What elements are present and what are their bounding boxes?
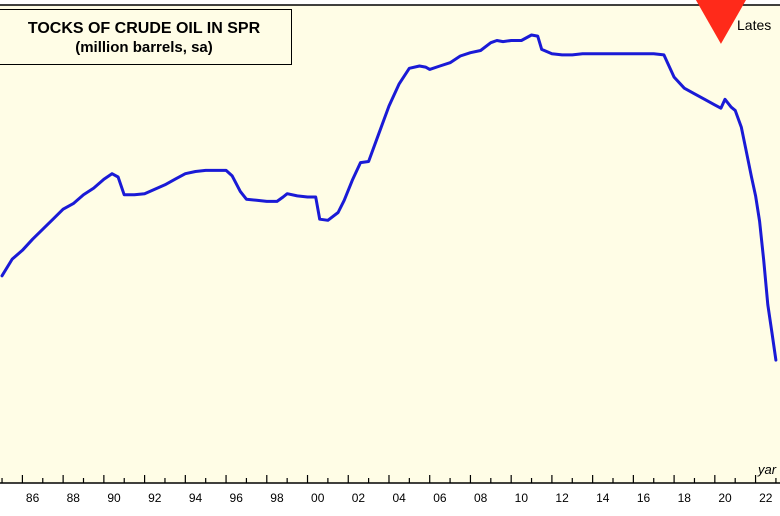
- chart-title-box: TOCKS OF CRUDE OIL IN SPR (million barre…: [0, 9, 292, 65]
- x-tick-label: 08: [474, 491, 488, 505]
- x-tick-label: 20: [718, 491, 732, 505]
- chart-title: TOCKS OF CRUDE OIL IN SPR: [27, 20, 261, 37]
- x-tick-label: 98: [270, 491, 284, 505]
- x-tick-label: 06: [433, 491, 447, 505]
- x-axis-tick-labels: 86 88 90 92 94 96 98 00 02 04 06 08 10 12 14 16 18 20 22: [26, 491, 773, 505]
- chart-subtitle: (million barrels, sa): [75, 39, 213, 56]
- series-line: [0, 33, 778, 362]
- x-tick-label: 04: [392, 491, 406, 505]
- x-tick-label: 94: [189, 491, 203, 505]
- peak-marker: [695, 0, 746, 44]
- x-tick-label: 10: [515, 491, 529, 505]
- x-tick-label: 00: [311, 491, 325, 505]
- x-tick-label: 88: [67, 491, 81, 505]
- source-label: yar: [758, 462, 777, 477]
- x-tick-label: 12: [555, 491, 569, 505]
- x-tick-label: 22: [759, 491, 773, 505]
- x-tick-label: 16: [637, 491, 651, 505]
- x-tick-label: 02: [352, 491, 366, 505]
- x-tick-label: 90: [107, 491, 121, 505]
- plot-background: [0, 4, 780, 484]
- x-tick-label: 92: [148, 491, 162, 505]
- x-tick-label: 14: [596, 491, 610, 505]
- x-axis-ticks: [1, 475, 777, 483]
- latest-label: Lates: [737, 17, 772, 33]
- x-tick-label: 96: [230, 491, 244, 505]
- x-tick-label: 18: [678, 491, 692, 505]
- x-tick-label: 86: [26, 491, 40, 505]
